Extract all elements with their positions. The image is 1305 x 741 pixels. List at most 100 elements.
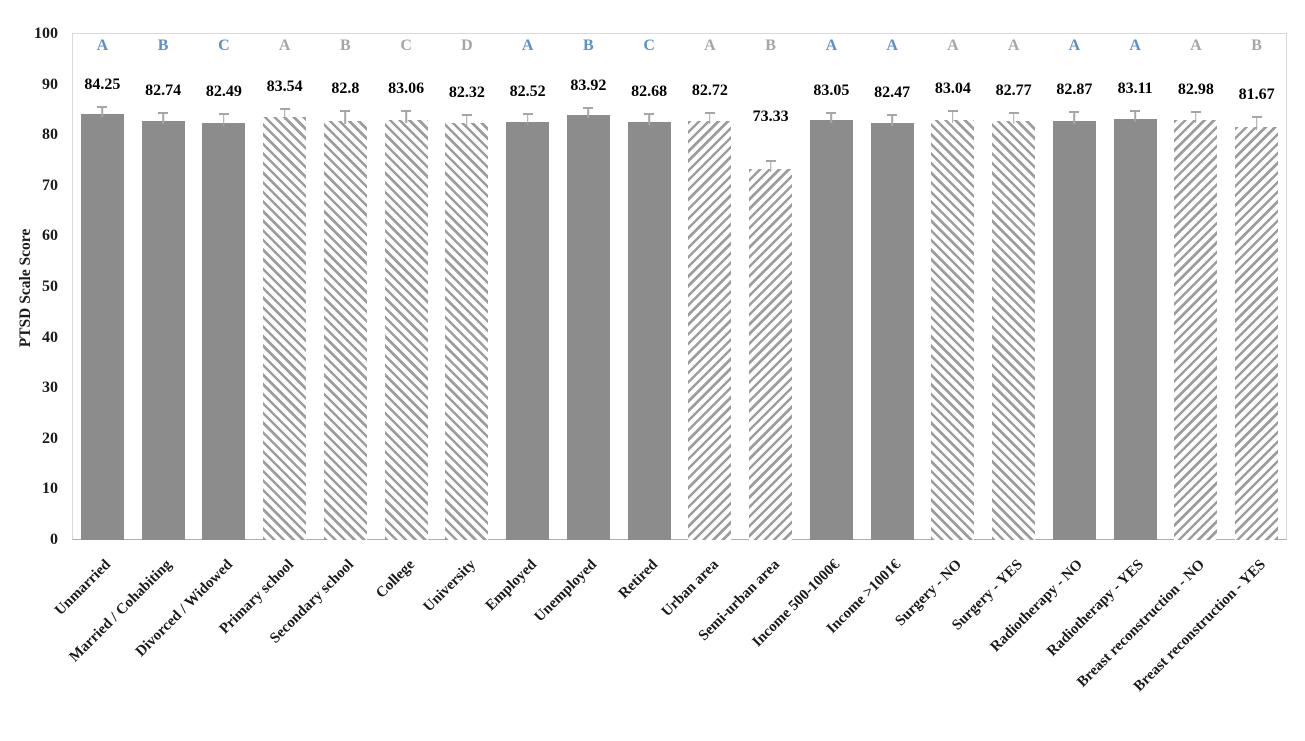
y-axis-tick: 20: [42, 429, 58, 447]
y-axis-tick: 70: [42, 176, 58, 194]
significance-letter: A: [947, 37, 959, 54]
error-bar-stem: [526, 115, 529, 126]
error-bar: [947, 110, 958, 123]
significance-letter: A: [704, 37, 716, 54]
bar: [931, 119, 975, 540]
error-bar: [461, 114, 472, 127]
bar: [870, 122, 914, 540]
bar: [1113, 119, 1157, 540]
y-axis-tick: 80: [42, 126, 58, 144]
bar-value-label: 82.47: [874, 84, 911, 102]
error-bar-stem: [1012, 114, 1015, 125]
bar-value-label: 73.33: [752, 107, 789, 125]
bar: [80, 113, 124, 540]
y-axis-tick: 50: [42, 278, 58, 295]
bar: [263, 117, 307, 540]
error-bar-stem: [891, 116, 893, 126]
bar-value-label: 82.77: [995, 82, 1032, 100]
error-bar-stem: [952, 112, 954, 123]
error-bar: [1190, 110, 1201, 124]
significance-letter: B: [765, 37, 776, 54]
y-axis-tick: 60: [42, 227, 58, 245]
bar: [1052, 120, 1096, 540]
error-bar: [704, 112, 715, 125]
error-bar-stem: [1073, 113, 1076, 124]
error-bar: [218, 112, 229, 126]
error-bar-stem: [1134, 112, 1136, 123]
bar: [1235, 126, 1279, 540]
error-bar: [644, 113, 655, 125]
bar-value-label: 82.72: [691, 82, 728, 100]
significance-letter: C: [218, 37, 230, 54]
bar: [749, 168, 793, 540]
bar-value-label: 82.52: [509, 83, 546, 101]
bar-value-label: 83.11: [1117, 80, 1153, 98]
error-bar: [279, 107, 290, 121]
error-bar: [340, 110, 351, 125]
significance-letter: C: [400, 37, 412, 54]
significance-letter: A: [1007, 37, 1020, 54]
error-bar-stem: [587, 109, 590, 119]
error-bar-stem: [405, 112, 407, 123]
bar: [445, 123, 489, 540]
error-bar-stem: [466, 116, 468, 127]
error-bar: [1130, 110, 1141, 123]
error-bar: [1069, 111, 1080, 124]
bar-value-label: 83.05: [813, 81, 850, 99]
bar: [566, 115, 610, 540]
bar: [141, 121, 185, 540]
plot-area: [72, 33, 1287, 540]
bar-value-label: 82.68: [631, 83, 668, 101]
y-axis-tick: 100: [34, 25, 58, 42]
error-bar-stem: [101, 107, 104, 117]
bar-value-label: 82.74: [145, 82, 182, 100]
error-bar-stem: [648, 115, 650, 125]
significance-letter: C: [643, 37, 655, 54]
significance-letter: A: [1190, 37, 1202, 54]
significance-letter: A: [825, 37, 838, 54]
significance-letter: A: [1129, 37, 1141, 54]
error-bar-stem: [344, 112, 347, 125]
bar-value-label: 83.54: [266, 77, 303, 95]
significance-letter: B: [157, 37, 169, 54]
error-bar: [765, 159, 776, 172]
y-axis-tick: 90: [42, 75, 58, 93]
error-bar: [401, 110, 412, 123]
error-bar-stem: [709, 114, 711, 125]
bar: [809, 119, 853, 540]
error-bar: [1008, 112, 1019, 125]
error-bar-stem: [283, 109, 286, 121]
significance-letter: B: [1251, 37, 1262, 54]
significance-letter: B: [340, 37, 351, 54]
error-bar: [158, 112, 169, 125]
bar-value-label: 82.8: [331, 80, 360, 98]
significance-letter: A: [278, 37, 291, 54]
bar: [627, 121, 671, 540]
significance-letter: A: [96, 37, 109, 54]
bar: [202, 122, 246, 540]
error-bar: [887, 114, 898, 126]
significance-letter: D: [461, 37, 473, 54]
error-bar-stem: [830, 113, 833, 123]
bar-value-label: 82.49: [205, 82, 242, 100]
bar: [1174, 120, 1218, 540]
error-bar-stem: [162, 114, 164, 125]
bar-value-label: 82.32: [448, 84, 485, 102]
bar-value-label: 84.25: [84, 75, 121, 93]
bar: [506, 122, 550, 540]
bar-value-label: 81.67: [1238, 85, 1275, 103]
significance-letter: A: [886, 37, 898, 54]
y-axis-tick: 30: [42, 379, 58, 397]
y-axis-tick: 40: [42, 328, 58, 346]
error-bar-stem: [1195, 112, 1197, 124]
significance-letter: A: [521, 37, 534, 54]
bar: [384, 119, 428, 540]
bar: [323, 121, 367, 540]
error-bar: [522, 113, 533, 126]
error-bar: [583, 107, 594, 119]
error-bar: [97, 105, 108, 117]
bar: [688, 121, 732, 540]
bar-value-label: 82.87: [1056, 81, 1093, 99]
bar: [992, 121, 1036, 540]
